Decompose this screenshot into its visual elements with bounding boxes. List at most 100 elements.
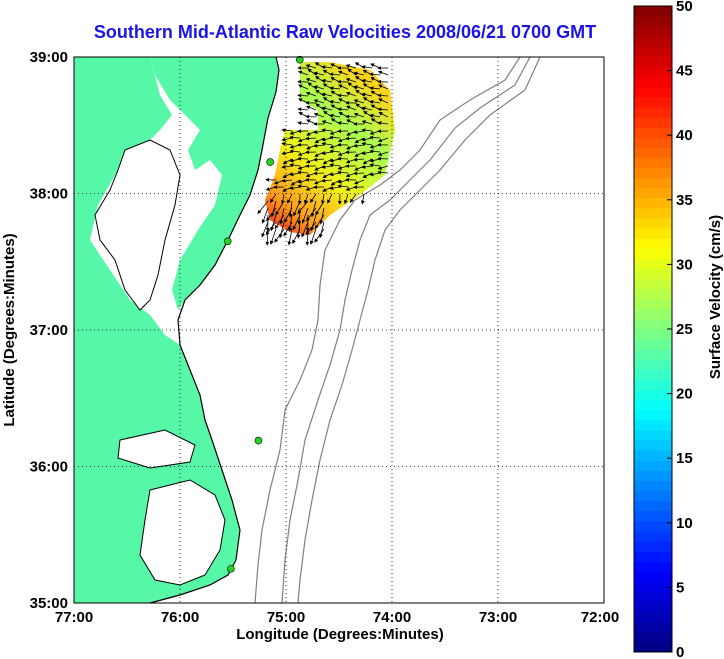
velocity-arrow <box>377 137 389 143</box>
velocity-arrow <box>289 149 301 154</box>
colorbar-segment <box>634 137 672 148</box>
velocity-arrow <box>280 193 285 205</box>
velocity-arrow <box>310 214 317 232</box>
velocity-arrow <box>337 170 349 175</box>
velocity-arrow <box>369 113 381 118</box>
y-tick-labels: 39:00 38:00 37:00 36:00 35:00 <box>30 49 68 612</box>
plot-frame <box>73 56 605 604</box>
colorbar-segment <box>634 26 672 37</box>
velocity-arrow <box>321 106 333 111</box>
velocity-arrow <box>329 86 341 91</box>
colorbar-segment <box>634 167 672 179</box>
colorbar-segment <box>634 117 672 128</box>
velocity-arrow <box>278 221 285 239</box>
velocity-arrow <box>281 128 293 133</box>
colorbar-segment <box>634 278 672 290</box>
velocity-arrow <box>309 228 317 245</box>
velocity-arrow <box>305 136 317 141</box>
velocity-arrow <box>284 207 293 223</box>
contour-shelf <box>254 56 521 604</box>
colorbar-tick-label: 50 <box>676 0 693 15</box>
velocity-arrow <box>377 121 389 126</box>
velocity-arrow <box>305 105 317 111</box>
velocity-arrow <box>297 70 309 76</box>
y-tick: 38:00 <box>30 186 68 203</box>
velocity-arrow <box>321 141 333 146</box>
velocity-arrow <box>377 93 389 98</box>
colorbar-segment <box>634 258 672 269</box>
velocity-arrow <box>377 151 389 157</box>
velocity-arrow <box>337 70 349 76</box>
colorbar-segment <box>634 106 672 118</box>
velocity-arrow <box>318 221 325 239</box>
velocity-arrow <box>269 228 277 245</box>
colorbar-segment <box>634 86 672 98</box>
colorbar-tick-label: 40 <box>676 127 693 144</box>
colorbar-segment <box>634 440 672 451</box>
velocity-arrow <box>305 64 317 69</box>
velocity-arrow <box>337 156 349 161</box>
velocity-arrow <box>369 163 381 168</box>
colorbar-segment <box>634 591 672 603</box>
velocity-arrow <box>378 112 389 118</box>
velocity-arrow <box>301 207 309 224</box>
velocity-arrow <box>310 200 317 218</box>
velocity-arrow <box>309 193 317 203</box>
colorbar-segment <box>634 339 672 350</box>
colorbar-segment <box>634 177 672 189</box>
colorbar-tick-label: 45 <box>676 63 693 80</box>
velocity-arrow <box>337 93 349 98</box>
land-delmarva <box>74 57 279 310</box>
velocity-arrow <box>313 99 325 104</box>
velocity-arrow <box>329 99 341 104</box>
colorbar-segment <box>634 561 672 572</box>
velocity-arrow <box>329 72 341 77</box>
colorbar-segment <box>634 480 672 491</box>
colorbar-segment <box>634 268 672 280</box>
colorbar-segment <box>634 6 672 17</box>
velocity-arrow <box>313 112 325 118</box>
colorbar-segment <box>634 318 672 330</box>
velocity-arrow <box>297 184 309 189</box>
colorbar-segment <box>634 460 672 471</box>
velocity-arrow <box>297 156 309 161</box>
velocity-arrow <box>270 214 277 232</box>
velocity-arrow <box>369 86 381 91</box>
y-tick: 37:00 <box>30 322 68 339</box>
colorbar-segment <box>634 520 672 532</box>
colorbar-segment <box>634 399 672 411</box>
colorbar-segment <box>634 248 672 259</box>
velocity-arrow <box>281 141 293 146</box>
colorbar-segment <box>634 298 672 310</box>
velocity-arrow <box>261 207 269 224</box>
colorbar-segment <box>634 389 672 401</box>
colorbar-segment <box>634 470 672 481</box>
x-tick: 75:00 <box>267 609 305 626</box>
velocity-arrow <box>345 91 357 97</box>
colorbar-segment <box>634 36 672 47</box>
velocity-arrow <box>261 221 269 238</box>
y-tick: 39:00 <box>30 49 68 66</box>
colorbar-tick-label: 20 <box>676 386 693 403</box>
map-title: Southern Mid-Atlantic Raw Velocities 200… <box>93 22 597 42</box>
velocity-arrow <box>321 178 333 183</box>
colorbar-segment <box>634 571 672 582</box>
velocity-arrow <box>275 200 285 216</box>
velocity-arrow <box>361 141 373 146</box>
velocity-arrow <box>283 221 293 237</box>
velocity-arrow <box>303 193 309 205</box>
colorbar-segment <box>634 127 672 138</box>
velocity-arrow <box>292 214 301 231</box>
velocity-arrow <box>319 207 325 225</box>
velocity-arrow <box>361 65 373 70</box>
colorbar-segment <box>634 96 672 108</box>
colorbar-segment <box>634 308 672 320</box>
velocity-arrow <box>257 200 269 215</box>
velocity-arrow <box>297 107 309 112</box>
velocity-arrow <box>377 170 389 175</box>
velocity-arrow <box>269 193 277 203</box>
velocity-arrow <box>378 98 389 104</box>
velocity-arrow <box>289 163 301 168</box>
colorbar-segment <box>634 369 672 380</box>
colorbar-tick-label: 5 <box>676 579 684 596</box>
